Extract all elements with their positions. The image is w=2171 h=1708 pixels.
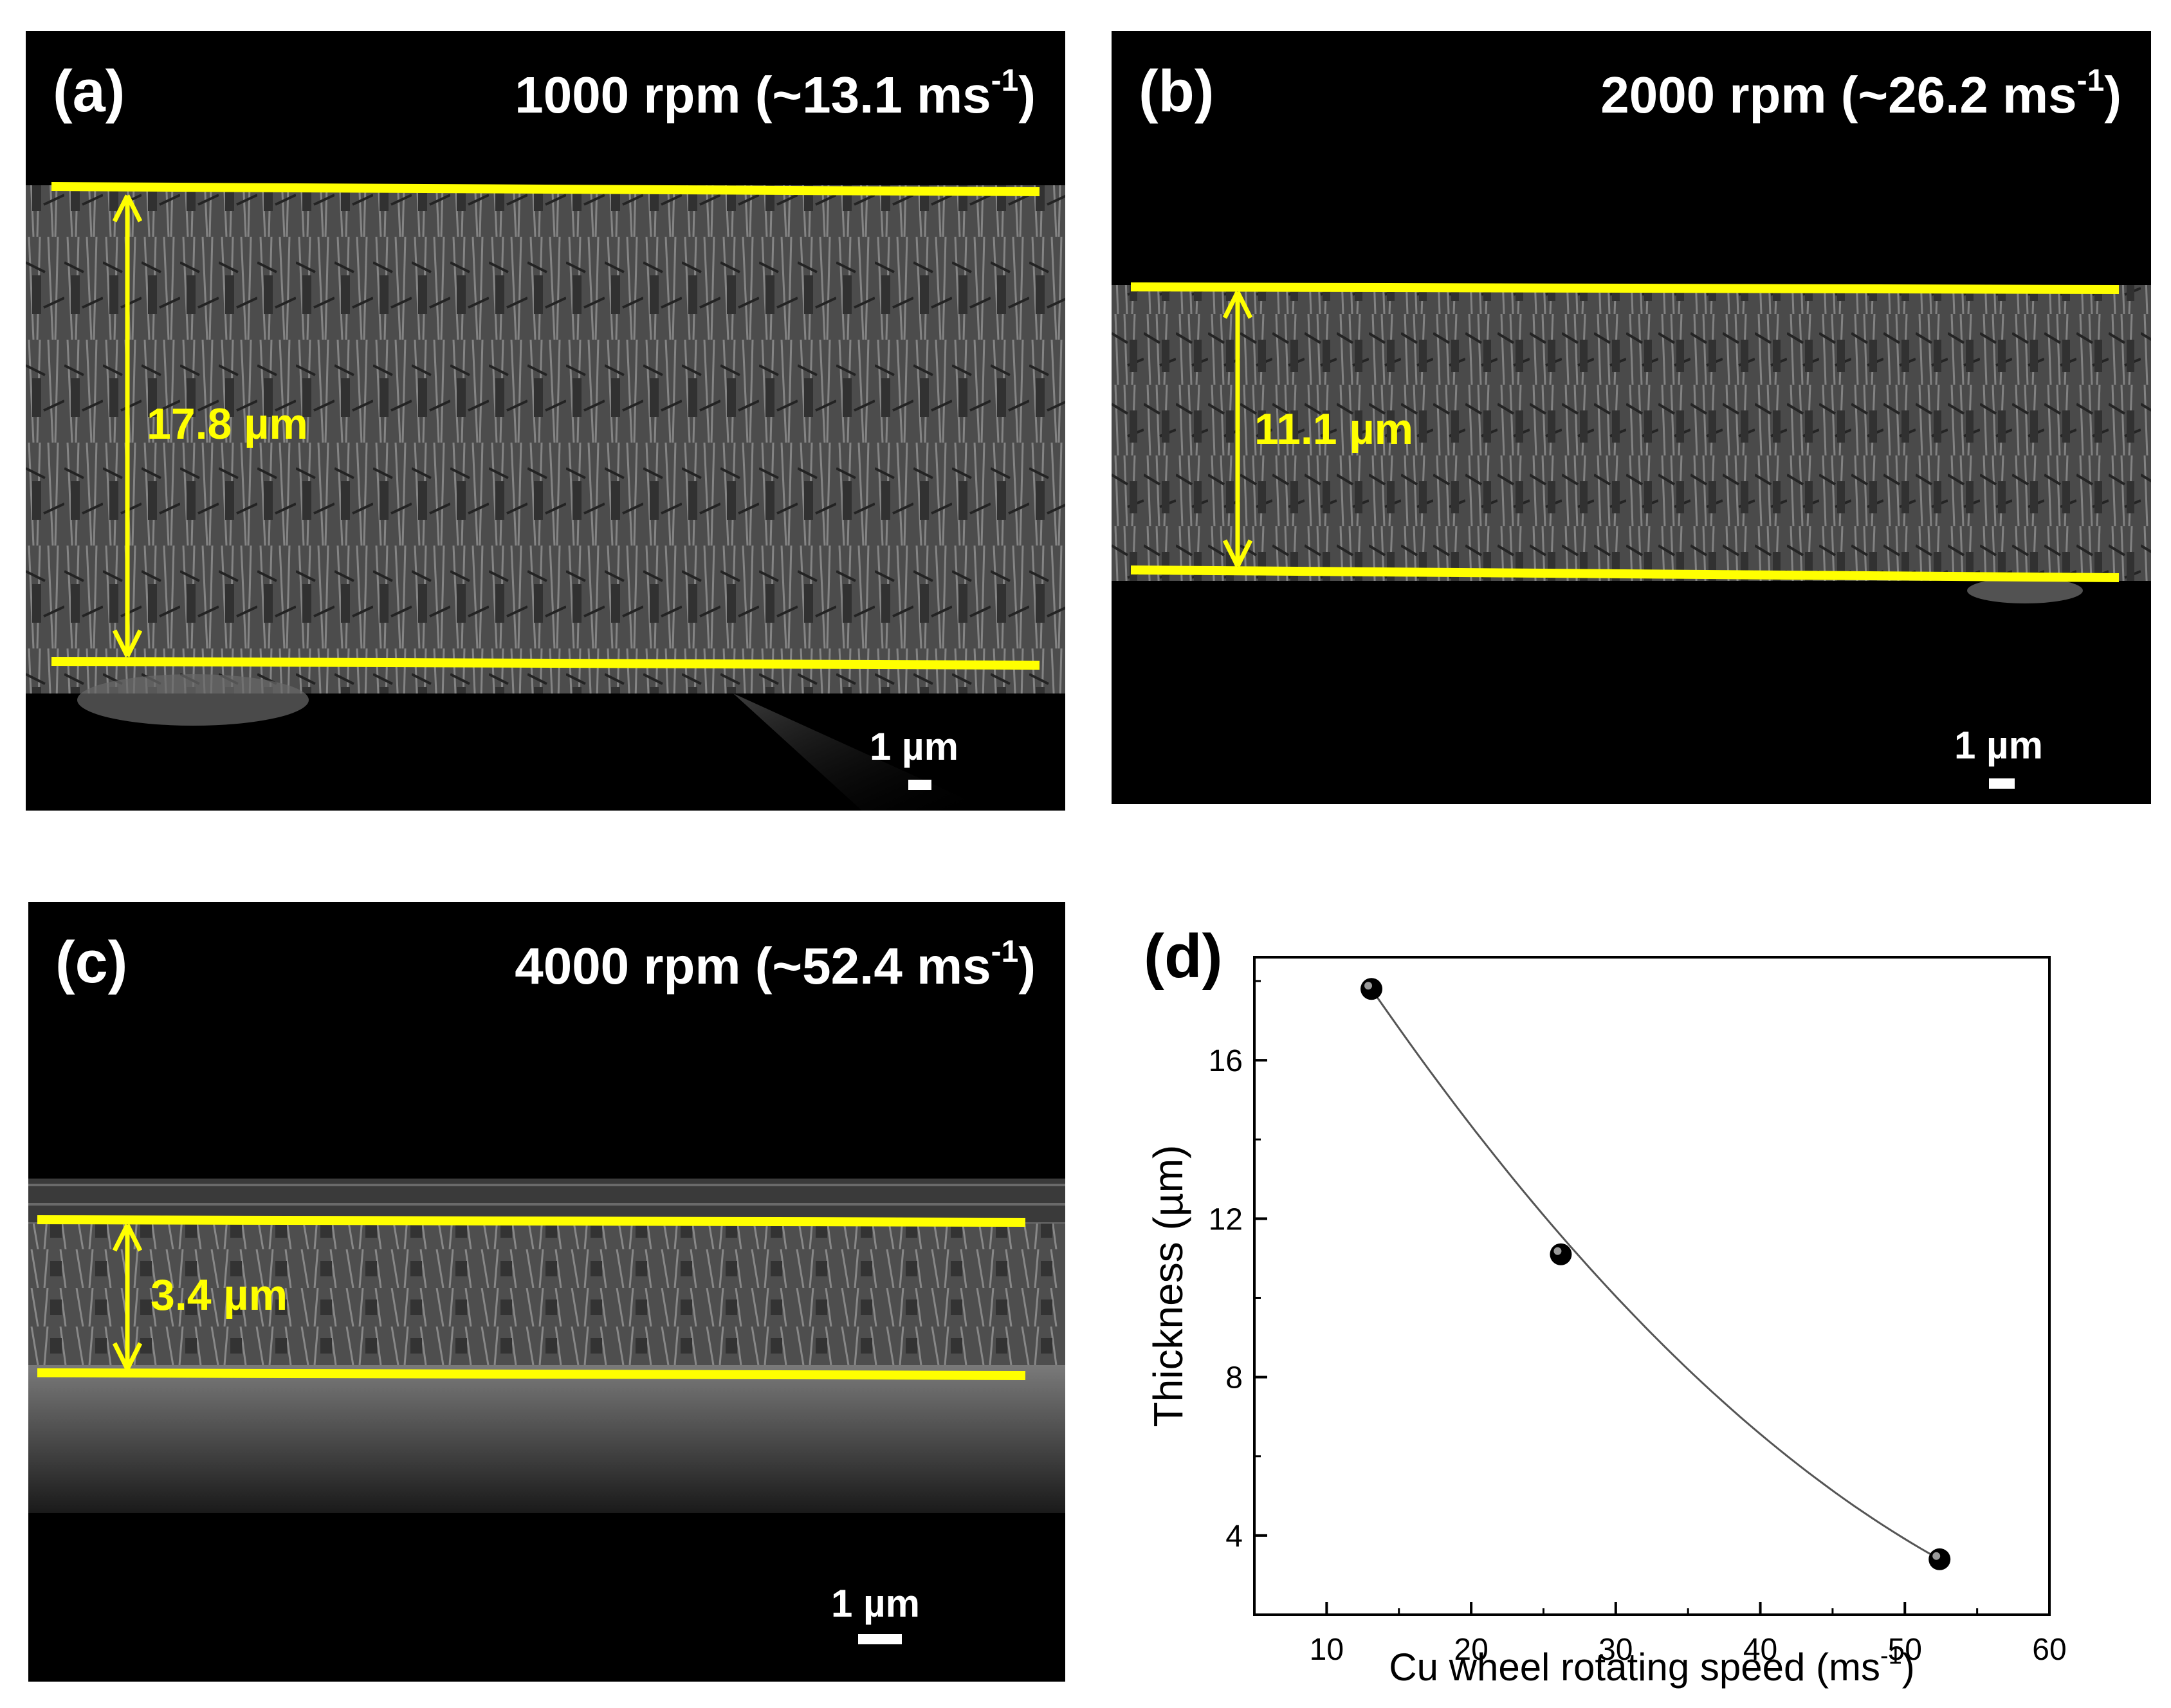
x-axis-label: Cu wheel rotating speed (ms-1) xyxy=(1389,1642,1915,1689)
sem-image-c xyxy=(28,1179,1065,1513)
y-axis-label: Thickness (µm) xyxy=(1145,1145,1191,1428)
sem-panel-b: (b) 2000 rpm (~26.2 ms-1) 11.1 µm 1 µm xyxy=(1112,31,2151,804)
scale-bar-a xyxy=(908,780,931,790)
speed-label-c: 4000 rpm (~52.4 ms-1) xyxy=(515,935,1036,995)
thickness-label-b: 11.1 µm xyxy=(1254,405,1414,454)
speed-label-b: 2000 rpm (~26.2 ms-1) xyxy=(1600,64,2121,124)
sem-image-a xyxy=(26,182,1065,811)
bottom-boundary-line-b xyxy=(1130,565,2120,582)
panel-label-a: (a) xyxy=(53,59,125,124)
data-point xyxy=(1360,978,1383,1000)
scale-bar-c xyxy=(858,1634,902,1644)
thickness-chart: 10 20 30 40 50 60 4 8 12 16 Cu wheel rotating sp… xyxy=(1145,956,2067,1689)
sem-panel-a: (a) 1000 rpm (~13.1 ms-1) 17.8 µm 1 µm xyxy=(26,31,1065,811)
x-tick-label: 10 xyxy=(1310,1633,1344,1667)
bottom-boundary-line-a xyxy=(51,657,1040,670)
scale-bar-b xyxy=(1989,778,2015,789)
y-tick-label: 8 xyxy=(1225,1361,1243,1395)
y-tick-label: 4 xyxy=(1225,1520,1243,1554)
y-tick-label: 12 xyxy=(1209,1202,1243,1236)
data-point-highlight xyxy=(1932,1552,1941,1560)
bottom-boundary-line-c xyxy=(37,1368,1026,1380)
plot-frame xyxy=(1253,956,2051,1616)
scale-bar-label-b: 1 µm xyxy=(1954,724,2043,767)
panel-label-c: (c) xyxy=(55,930,128,995)
x-tick-label: 30 xyxy=(1598,1633,1633,1667)
thickness-label-a: 17.8 µm xyxy=(147,399,308,448)
speed-label-a: 1000 rpm (~13.1 ms-1) xyxy=(515,64,1036,124)
scale-bar-label-c: 1 µm xyxy=(831,1582,920,1625)
panel-label-d: (d) xyxy=(1144,922,1223,991)
x-tick-label: 60 xyxy=(2032,1633,2066,1667)
fit-curve xyxy=(1370,988,1940,1561)
x-tick-label: 20 xyxy=(1454,1633,1488,1667)
thickness-label-c: 3.4 µm xyxy=(151,1271,288,1319)
data-point xyxy=(1550,1243,1572,1265)
panel-label-b: (b) xyxy=(1139,59,1214,124)
x-tick-label: 50 xyxy=(1888,1633,1922,1667)
sem-panel-c: (c) 4000 rpm (~52.4 ms-1) 3.4 µm 1 µm xyxy=(28,902,1065,1682)
chart-panel-d: (d) 10 20 30 40 50 60 4 8 12 16 Cu wheel rotatin… xyxy=(1112,902,2151,1693)
data-point-highlight xyxy=(1364,982,1373,990)
top-boundary-line-b xyxy=(1130,282,2120,294)
data-point xyxy=(1928,1548,1951,1570)
top-boundary-line-c xyxy=(37,1215,1026,1227)
sem-image-b xyxy=(1112,282,2151,603)
top-boundary-line-a xyxy=(51,182,1040,196)
y-tick-label: 16 xyxy=(1209,1044,1243,1078)
data-point-highlight xyxy=(1553,1247,1562,1255)
scale-bar-label-a: 1 µm xyxy=(870,725,958,768)
x-tick-label: 40 xyxy=(1743,1633,1777,1667)
